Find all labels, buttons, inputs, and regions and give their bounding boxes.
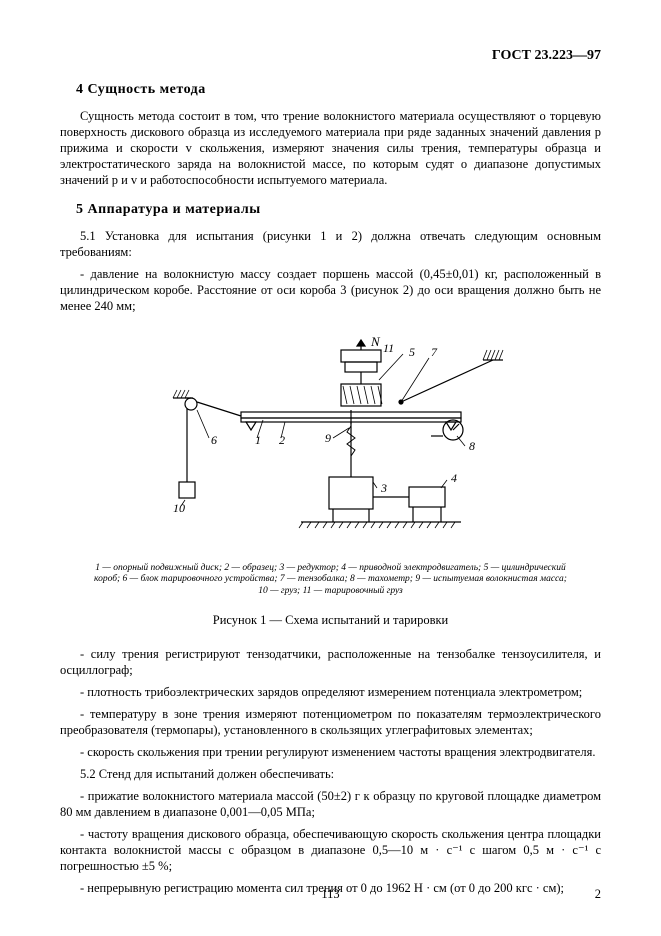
doc-id: ГОСТ 23.223—97	[60, 48, 601, 64]
svg-text:11: 11	[383, 341, 394, 355]
figure-legend: 1 — опорный подвижный диск; 2 — образец;…	[70, 563, 591, 597]
page-number-center: 113	[0, 887, 661, 902]
section4-title: 4 Сущность метода	[76, 82, 601, 98]
section5-li3: - плотность трибоэлектрических зарядов о…	[60, 684, 601, 700]
figure-caption: Рисунок 1 — Схема испытаний и тарировки	[60, 613, 601, 628]
section5-intro: 5.1 Установка для испытания (рисунки 1 и…	[60, 228, 601, 260]
page-number-right: 2	[595, 887, 601, 902]
section5-li6: - прижатие волокнистого материала массой…	[60, 788, 601, 820]
svg-text:7: 7	[431, 345, 438, 359]
section5-p52: 5.2 Стенд для испытаний должен обеспечив…	[60, 766, 601, 782]
section5-li2: - силу трения регистрируют тензодатчики,…	[60, 646, 601, 678]
section5-li5: - скорость скольжения при трении регулир…	[60, 744, 601, 760]
svg-text:8: 8	[469, 439, 475, 453]
svg-text:3: 3	[380, 481, 387, 495]
section5-title: 5 Аппаратура и материалы	[76, 202, 601, 218]
section5-li1: - давление на волокнистую массу создает …	[60, 266, 601, 314]
svg-text:4: 4	[451, 471, 457, 485]
svg-text:5: 5	[409, 345, 415, 359]
svg-text:N: N	[370, 334, 381, 349]
svg-text:9: 9	[325, 431, 331, 445]
svg-text:6: 6	[211, 433, 217, 447]
figure-1: N1157983410612 1 — опорный подвижный дис…	[60, 332, 601, 628]
page: ГОСТ 23.223—97 4 Сущность метода Сущност…	[0, 0, 661, 936]
section4-para: Сущность метода состоит в том, что трени…	[60, 108, 601, 188]
figure-svg: N1157983410612	[151, 332, 511, 552]
section5-li7: - частоту вращения дискового образца, об…	[60, 826, 601, 874]
section5-li4: - температуру в зоне трения измеряют пот…	[60, 706, 601, 738]
